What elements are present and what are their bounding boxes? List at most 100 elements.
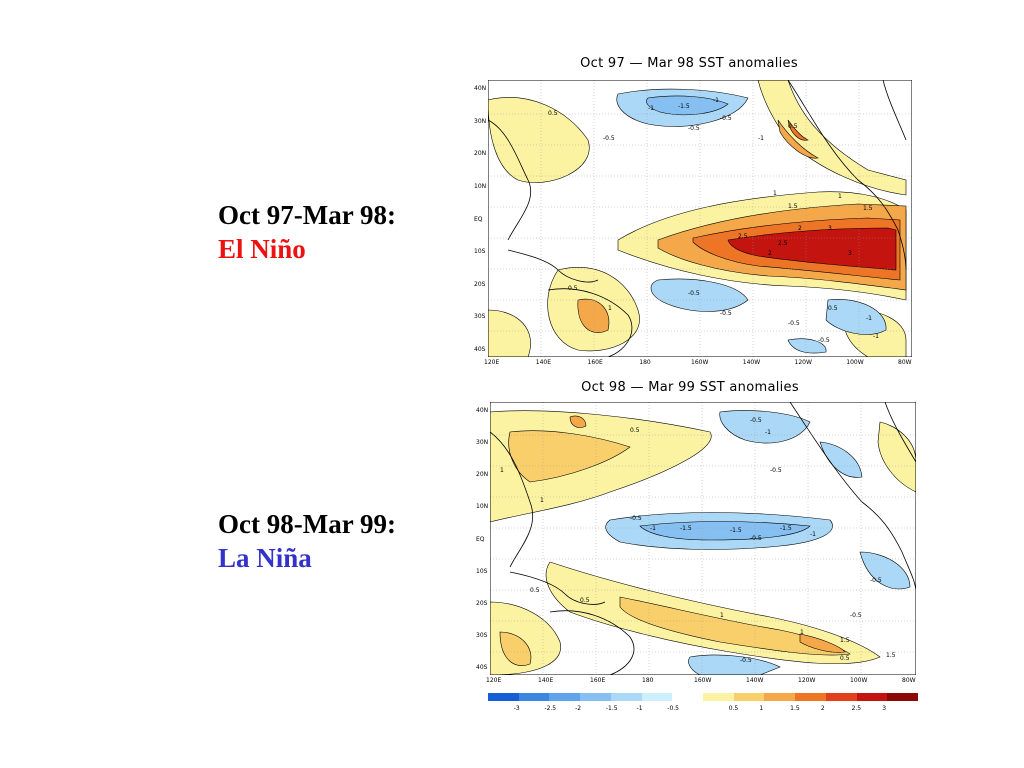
latitude-tick-label: 20S <box>474 280 486 288</box>
longitude-tick-label: 120W <box>794 359 812 366</box>
caption-el-nino: Oct 97-Mar 98: El Niño <box>218 198 396 266</box>
color-scale-label: -2 <box>575 705 582 712</box>
color-scale-swatches <box>488 693 919 701</box>
contour-label: -1.5 <box>780 525 792 532</box>
longitude-tick-label: 140E <box>538 677 554 684</box>
latitude-tick-label: 20S <box>476 599 488 607</box>
longitude-tick-label: 140W <box>742 359 761 366</box>
latitude-tick-label: 10N <box>474 182 487 190</box>
contour-label: 0.5 <box>530 587 540 594</box>
color-scale-swatch <box>672 693 704 701</box>
contour-label: -1 <box>713 97 719 104</box>
contour-label: -0.5 <box>688 290 700 297</box>
contour-label: -0.5 <box>740 657 752 664</box>
latitude-tick-label: 30S <box>474 313 486 321</box>
color-scale-label: -1 <box>636 705 643 712</box>
contour-label: 0.5 <box>828 305 838 312</box>
color-scale-swatch <box>887 693 919 701</box>
color-scale-swatch <box>733 693 765 701</box>
color-scale-swatch <box>580 693 611 701</box>
contour-label: 2 <box>798 225 802 232</box>
map-plot-area: -1 -1.5 -1 -0.5 0.5 -0.5 -1 0.5 -0.5 1 1.5 1 1.5 2 2.5… <box>488 80 912 357</box>
longitude-tick-label: 160W <box>694 677 712 684</box>
contour-label: 1 <box>720 612 724 619</box>
contour-label: 0.5 <box>580 597 590 604</box>
contour-label: 1.5 <box>840 637 850 644</box>
contour-label: -1 <box>873 333 879 340</box>
contour-label: 1 <box>838 193 842 200</box>
contour-label: 2 <box>768 250 772 257</box>
contour-label: 1.5 <box>886 652 896 659</box>
color-scale-swatch <box>549 693 581 701</box>
caption-phase-la-nina: La Niña <box>218 543 312 573</box>
contour-label: 1.5 <box>788 203 798 210</box>
latitude-tick-label: 30S <box>476 631 488 639</box>
contour-label: -0.5 <box>750 535 762 542</box>
contour-label: -1 <box>866 315 872 322</box>
contour-label: 1.5 <box>863 205 873 212</box>
color-scale-label: 1 <box>759 705 764 712</box>
contour-label-group: -1 -1.5 -1 -0.5 0.5 -0.5 -1 0.5 -0.5 1 1.5 1 1.5 2 2.5… <box>548 97 879 344</box>
contour-label: -1 <box>650 525 656 532</box>
latitude-tick-label: 30N <box>476 439 489 447</box>
contour-label: 2.5 <box>738 233 748 240</box>
latitude-tick-label: 30N <box>474 117 487 125</box>
color-scale-label: 2.5 <box>851 705 862 712</box>
contour-label: -0.5 <box>788 320 800 327</box>
contour-label: -0.5 <box>818 337 830 344</box>
latitude-tick-label: 40N <box>474 85 487 92</box>
anomaly-blue-fill <box>639 521 811 541</box>
contour-label: 1 <box>800 629 804 636</box>
latitude-tick-label: 40S <box>474 346 486 353</box>
latitude-tick-label: EQ <box>474 215 483 223</box>
contour-label: 1 <box>540 497 544 504</box>
contour-label: -0.5 <box>720 310 732 317</box>
color-scale-legend: -3 -2.5 -2 -1.5 -1 -0.5 0.5 1 1.5 2 2.5 3 <box>488 693 919 715</box>
contour-label: 0.5 <box>788 123 798 130</box>
coastlines <box>488 80 907 357</box>
color-scale-swatch <box>488 693 519 701</box>
longitude-tick-label: 160W <box>691 359 709 366</box>
contour-label: -1 <box>758 135 764 142</box>
color-scale-label: 0.5 <box>728 705 739 712</box>
contour-label: -0.5 <box>750 417 762 424</box>
color-scale-swatch <box>795 693 826 701</box>
contour-label: -0.5 <box>630 515 642 522</box>
anomaly-orange-fill <box>499 430 851 666</box>
longitude-tick-label: 160E <box>590 677 606 684</box>
contour-label: -1.5 <box>730 527 742 534</box>
caption-period: Oct 97-Mar 98: <box>218 200 396 230</box>
color-scale-swatch <box>703 693 734 701</box>
latitude-tick-label: 10S <box>474 248 486 256</box>
longitude-tick-label: 120E <box>486 677 502 684</box>
contour-label: -1 <box>648 105 654 112</box>
contour-label: 0.5 <box>840 655 850 662</box>
map-title: Oct 98 — Mar 99 SST anomalies <box>581 380 799 395</box>
map-title: Oct 97 — Mar 98 SST anomalies <box>580 56 798 71</box>
color-scale-label: 1.5 <box>790 705 800 712</box>
contour-label: 3 <box>848 250 852 257</box>
color-scale-swatch <box>610 693 642 701</box>
longitude-tick-label: 160E <box>587 359 603 366</box>
sst-map-el-nino: Oct 97 — Mar 98 SST anomalies <box>462 56 916 372</box>
color-scale-swatch <box>518 693 550 701</box>
coastlines <box>490 402 916 675</box>
latitude-tick-label: 10S <box>476 567 488 575</box>
contour-label: -0.5 <box>688 125 700 132</box>
longitude-tick-label: 80W <box>902 677 916 684</box>
longitude-tick-label: 100W <box>850 677 868 684</box>
map-grid <box>490 402 916 675</box>
longitude-tick-label: 140W <box>746 677 764 684</box>
map-grid <box>488 80 912 357</box>
caption-phase-el-nino: El Niño <box>218 234 306 264</box>
contour-label: -1.5 <box>680 525 692 532</box>
longitude-tick-label: 120W <box>798 677 816 684</box>
contour-label: 1 <box>500 467 504 474</box>
latitude-tick-label: EQ <box>476 535 485 543</box>
latitude-tick-label: 40S <box>476 664 488 671</box>
longitude-tick-label: 180 <box>642 677 654 684</box>
color-scale-label: -1.5 <box>605 705 618 712</box>
contour-label: 3 <box>828 225 832 232</box>
anomaly-blue-fill <box>646 95 729 116</box>
color-scale-label: -0.5 <box>667 705 679 712</box>
